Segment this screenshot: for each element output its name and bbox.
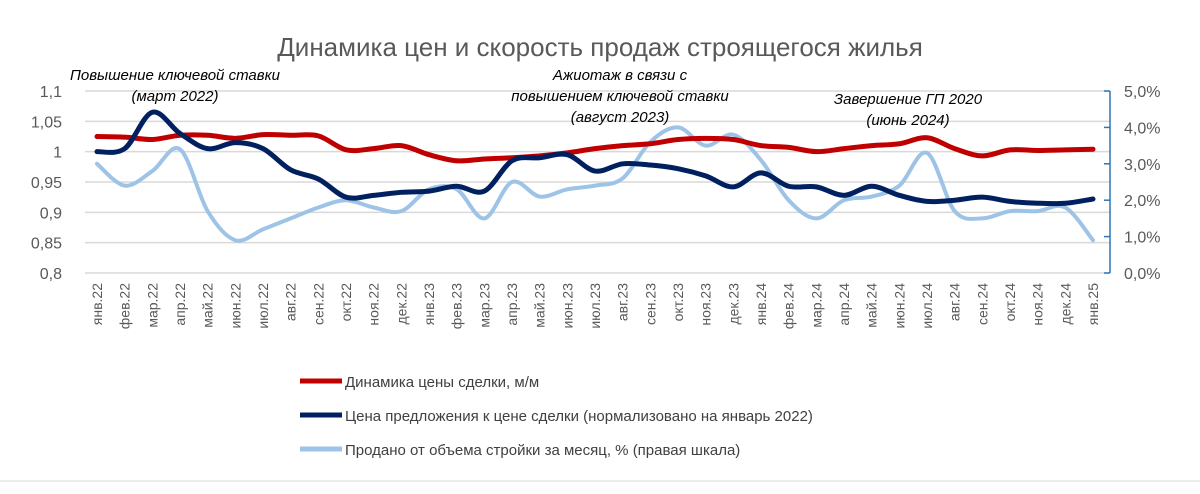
x-tick: сен.23 [642, 283, 658, 325]
x-tick: окт.24 [1002, 283, 1018, 322]
annotation-text: (июнь 2024) [866, 112, 949, 129]
annotation-text: Ажиотаж в связи с [552, 67, 688, 84]
x-tick: мар.24 [808, 283, 824, 328]
x-tick: фев.23 [449, 283, 465, 329]
x-tick: июл.24 [919, 283, 935, 329]
annotation-text: повышением ключевой ставки [511, 88, 729, 105]
x-tick: янв.22 [89, 283, 105, 325]
annotation-text: (август 2023) [571, 109, 670, 126]
series-line-1 [94, 109, 1096, 207]
x-tick: апр.24 [836, 283, 852, 326]
x-tick: июн.24 [891, 283, 907, 329]
series-line-0 [94, 132, 1096, 164]
x-tick: авг.24 [947, 283, 963, 321]
x-tick: фев.22 [117, 283, 133, 329]
x-tick: сен.24 [974, 283, 990, 325]
x-tick: апр.23 [504, 283, 520, 326]
legend-label: Динамика цены сделки, м/м [345, 374, 539, 391]
y-left-tick: 1 [53, 145, 62, 162]
annotation-text: (март 2022) [132, 88, 219, 105]
legend-label: Продано от объема стройки за месяц, % (п… [345, 442, 740, 459]
x-tick: мар.22 [144, 283, 160, 328]
y-left-tick: 1,05 [31, 114, 62, 131]
x-tick: июн.23 [559, 283, 575, 329]
annotation-text: Повышение ключевой ставки [70, 67, 281, 84]
y-right-tick: 5,0% [1124, 84, 1160, 101]
y-left-tick: 1,1 [40, 84, 62, 101]
y-right-tick: 4,0% [1124, 120, 1160, 137]
y-left-tick: 0,8 [40, 266, 62, 283]
x-tick: янв.24 [753, 283, 769, 325]
y-left-tick: 0,85 [31, 236, 62, 253]
x-tick: окт.22 [338, 283, 354, 322]
x-tick: ноя.22 [366, 283, 382, 326]
x-tick: янв.25 [1085, 283, 1101, 325]
x-tick: янв.23 [421, 283, 437, 325]
x-tick: окт.23 [670, 283, 686, 322]
y-left-tick: 0,9 [40, 205, 62, 222]
x-tick: май.24 [864, 283, 880, 328]
y-right-tick: 2,0% [1124, 193, 1160, 210]
x-tick: сен.22 [310, 283, 326, 325]
series-line-2 [95, 125, 1095, 243]
y-right-tick: 3,0% [1124, 157, 1160, 174]
x-tick: дек.22 [393, 283, 409, 325]
x-tick: апр.22 [172, 283, 188, 326]
x-tick: ноя.23 [698, 283, 714, 326]
x-tick: июн.22 [227, 283, 243, 329]
x-tick: авг.22 [283, 283, 299, 321]
x-tick: дек.24 [1057, 283, 1073, 325]
x-tick: июл.22 [255, 283, 271, 329]
annotation-text: Завершение ГП 2020 [834, 91, 983, 108]
y-right-tick: 0,0% [1124, 266, 1160, 283]
x-tick: май.22 [200, 283, 216, 328]
chart-title: Динамика цен и скорость продаж строящего… [277, 32, 923, 62]
x-tick: июл.23 [587, 283, 603, 329]
legend-label: Цена предложения к цене сделки (нормализ… [345, 408, 813, 425]
y-right-tick: 1,0% [1124, 230, 1160, 247]
x-tick: дек.23 [725, 283, 741, 325]
x-tick: мар.23 [476, 283, 492, 328]
x-tick: ноя.24 [1030, 283, 1046, 326]
x-tick: май.23 [532, 283, 548, 328]
x-tick: авг.23 [615, 283, 631, 321]
x-tick: фев.24 [781, 283, 797, 329]
y-left-tick: 0,95 [31, 175, 62, 192]
